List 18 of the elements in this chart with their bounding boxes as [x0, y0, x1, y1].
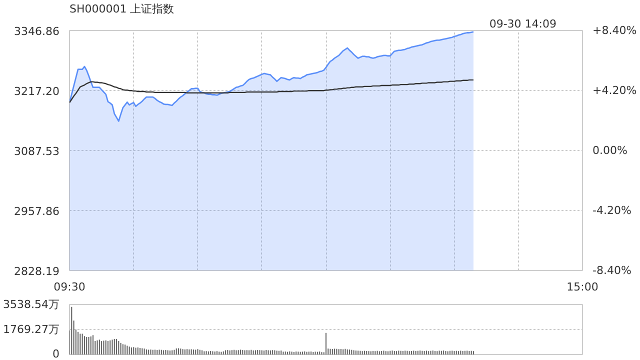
y-tick-label: 2828.19 — [14, 265, 60, 278]
y2-tick-label: +4.20% — [592, 84, 637, 97]
y-tick-label: 3217.20 — [14, 84, 60, 98]
y-tick-label: 2957.86 — [14, 205, 60, 218]
x-tick-label: 09:30 — [54, 280, 86, 294]
y-tick-label: 0 — [52, 348, 60, 360]
y-tick-label: 3087.53 — [14, 145, 60, 158]
y2-tick-label: -8.40% — [592, 264, 632, 277]
y2-tick-label: +8.40% — [592, 24, 637, 37]
y2-tick-label: 0.00% — [592, 144, 628, 157]
y-tick-label: 1769.27万 — [3, 323, 60, 336]
x-tick-label: 15:00 — [566, 280, 598, 294]
line-series — [70, 79, 474, 104]
y-tick-label: 3346.86 — [14, 25, 60, 38]
y2-tick-label: -4.20% — [592, 204, 632, 217]
y-tick-label: 3538.54万 — [3, 298, 60, 311]
text: 09-30 14:09 — [489, 18, 557, 30]
chart-title: SH000001 上证指数 — [70, 2, 174, 16]
